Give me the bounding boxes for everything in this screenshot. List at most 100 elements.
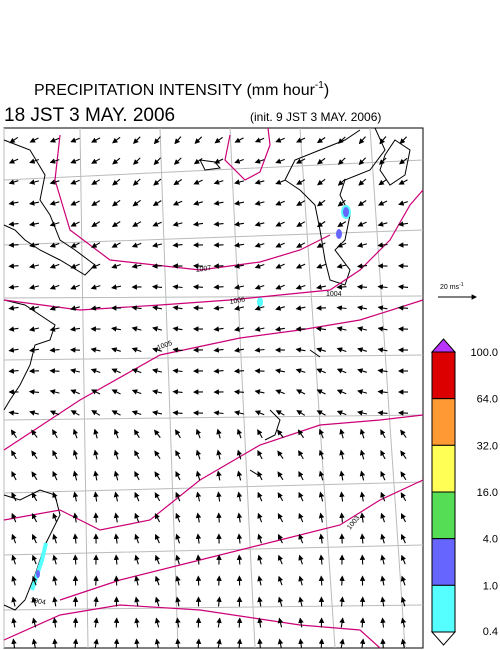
wind-arrow xyxy=(72,449,79,460)
wind-arrow xyxy=(134,554,140,565)
wind-arrow xyxy=(111,242,121,248)
map-frame xyxy=(3,127,424,649)
wind-arrow xyxy=(236,428,243,439)
wind-arrow xyxy=(257,533,263,544)
wind-arrow xyxy=(175,617,181,628)
wind-arrow xyxy=(358,157,367,166)
wind-arrow xyxy=(193,179,203,185)
wind-arrow xyxy=(275,410,285,416)
wind-arrow xyxy=(296,137,306,143)
wind-arrow xyxy=(214,136,223,144)
wind-arrow xyxy=(93,512,99,523)
wind-arrow xyxy=(316,242,326,248)
wind-arrow xyxy=(317,157,326,165)
colorbar-label: 32.0 xyxy=(477,440,498,452)
wind-arrow xyxy=(337,221,347,227)
wind-arrow xyxy=(154,554,160,565)
wind-arrow xyxy=(213,305,224,311)
wind-arrow xyxy=(357,242,368,248)
wind-arrow xyxy=(90,347,101,353)
wind-arrow xyxy=(91,221,101,227)
wind-arrow xyxy=(400,450,407,460)
contour-label: 1005 xyxy=(156,340,173,352)
wind-arrow xyxy=(336,368,347,374)
wind-arrow xyxy=(11,554,17,565)
wind-arrow xyxy=(11,471,17,481)
wind-arrow xyxy=(275,389,285,395)
wind-arrow xyxy=(111,410,121,416)
wind-arrow xyxy=(359,470,366,481)
wind-arrow xyxy=(380,450,386,460)
wind-arrow xyxy=(29,326,40,332)
wind-arrow xyxy=(153,157,162,166)
wind-arrow xyxy=(91,410,101,416)
wind-arrow xyxy=(399,157,408,165)
wind-arrow xyxy=(234,326,245,332)
wind-arrow xyxy=(400,429,407,438)
wind-arrow xyxy=(175,450,181,460)
wind-arrow xyxy=(257,491,263,502)
wind-arrow xyxy=(318,575,325,586)
wind-arrow xyxy=(172,284,183,290)
wind-arrow xyxy=(317,178,326,186)
wind-arrow xyxy=(134,450,140,460)
wind-arrow xyxy=(8,200,19,206)
colorbar-segment xyxy=(431,538,456,586)
wind-arrow xyxy=(113,449,120,460)
wind-arrow xyxy=(113,491,120,502)
wind-arrow xyxy=(400,471,407,481)
wind-arrow xyxy=(49,263,60,269)
wind-arrow xyxy=(277,596,284,607)
wind-arrow xyxy=(8,305,19,311)
wind-arrow xyxy=(52,596,58,607)
wind-arrow xyxy=(277,429,284,438)
wind-arrow xyxy=(11,533,17,544)
wind-arrow xyxy=(337,136,346,144)
wind-arrow xyxy=(234,137,244,143)
wind-arrow xyxy=(52,554,58,565)
wind-arrow xyxy=(93,428,99,439)
wind-arrow xyxy=(90,284,101,290)
wind-arrow xyxy=(175,512,181,523)
wind-arrow xyxy=(192,284,204,290)
wind-arrow xyxy=(357,305,367,311)
colorbar-segment xyxy=(431,351,456,400)
wind-arrow xyxy=(234,305,245,311)
wind-arrow xyxy=(339,512,345,523)
wind-arrow xyxy=(295,347,306,353)
vector-scale-exponent: -1 xyxy=(459,282,464,288)
wind-arrow xyxy=(357,200,367,207)
wind-arrow xyxy=(359,428,366,439)
wind-arrow xyxy=(277,492,284,502)
wind-arrow xyxy=(52,512,58,523)
wind-arrow xyxy=(254,137,265,143)
wind-arrow xyxy=(111,263,121,269)
wind-arrow xyxy=(8,326,19,332)
contour-label: 1007 xyxy=(195,265,212,274)
wind-arrow xyxy=(29,200,39,206)
wind-arrow xyxy=(112,136,121,144)
wind-arrow xyxy=(298,617,304,628)
wind-arrow xyxy=(172,389,183,395)
wind-arrow xyxy=(380,617,386,628)
wind-arrow xyxy=(254,158,265,164)
wind-arrow xyxy=(336,305,347,311)
wind-arrow xyxy=(29,305,40,311)
wind-arrow xyxy=(337,178,346,186)
wind-arrow xyxy=(72,470,79,481)
wind-arrow xyxy=(398,200,408,206)
colorbar-over xyxy=(430,338,457,353)
wind-arrow xyxy=(316,347,326,353)
wind-arrow xyxy=(90,263,101,269)
wind-arrow xyxy=(236,449,243,460)
wind-arrow xyxy=(296,158,306,164)
wind-arrow xyxy=(398,221,408,227)
wind-arrow xyxy=(195,512,202,523)
wind-arrow xyxy=(213,179,224,185)
wind-arrow xyxy=(172,221,183,227)
wind-arrow xyxy=(275,242,285,248)
wind-arrow xyxy=(91,200,101,206)
wind-arrow xyxy=(173,157,182,165)
wind-arrow xyxy=(134,429,140,439)
